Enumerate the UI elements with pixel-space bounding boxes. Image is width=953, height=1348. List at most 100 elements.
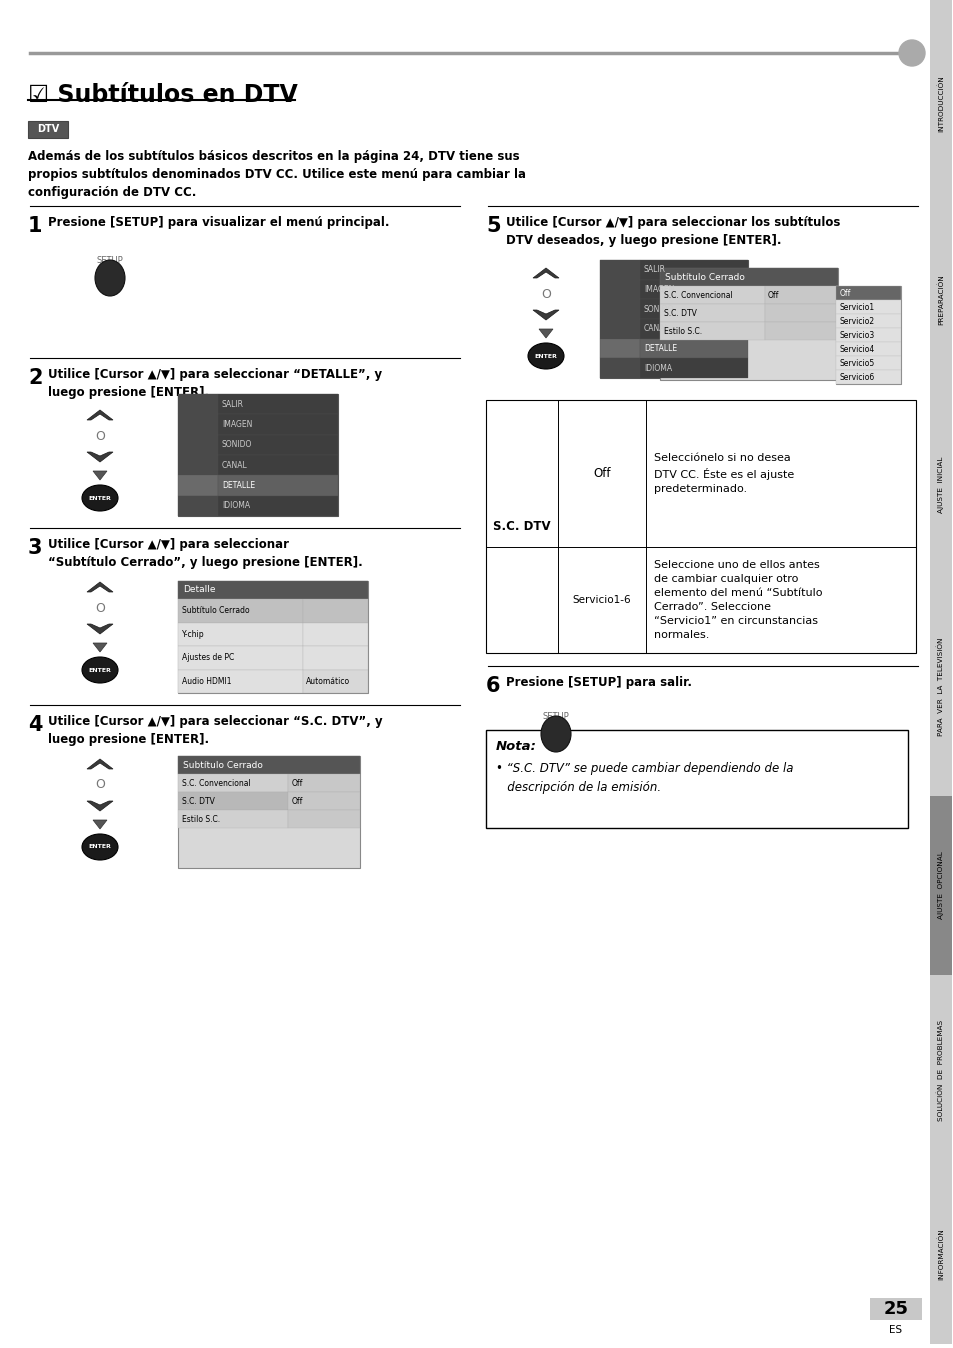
Text: Utilice [Cursor ▲/▼] para seleccionar
“Subtítulo Cerrado”, y luego presione [ENT: Utilice [Cursor ▲/▼] para seleccionar “S… xyxy=(48,538,362,569)
Text: 25: 25 xyxy=(882,1299,907,1318)
Bar xyxy=(929,577,951,797)
Text: 5: 5 xyxy=(485,216,500,236)
Bar xyxy=(178,646,303,670)
Text: AJUSTE  INICIAL: AJUSTE INICIAL xyxy=(937,457,943,512)
Bar xyxy=(178,394,218,414)
Polygon shape xyxy=(87,624,112,634)
Text: O: O xyxy=(95,779,105,791)
Bar xyxy=(835,286,900,301)
Text: O: O xyxy=(540,287,551,301)
Bar xyxy=(639,260,747,279)
Text: 6: 6 xyxy=(485,675,500,696)
Text: Servicio3: Servicio3 xyxy=(840,330,874,340)
Text: IDIOMA: IDIOMA xyxy=(643,364,672,372)
Text: SONIDO: SONIDO xyxy=(643,305,674,314)
Bar xyxy=(178,394,337,516)
Text: CANAL: CANAL xyxy=(222,461,248,469)
Ellipse shape xyxy=(82,485,118,511)
Polygon shape xyxy=(87,582,112,592)
Bar xyxy=(178,581,368,599)
Text: INTRODUCCIÓN: INTRODUCCIÓN xyxy=(937,75,943,132)
Text: 3: 3 xyxy=(28,538,43,558)
Ellipse shape xyxy=(82,656,118,683)
Bar xyxy=(599,299,639,319)
Bar xyxy=(835,328,900,342)
Text: Off: Off xyxy=(292,779,303,787)
Bar xyxy=(835,356,900,369)
Text: ☑ Subtítulos en DTV: ☑ Subtítulos en DTV xyxy=(28,84,297,106)
Bar xyxy=(835,301,900,314)
Bar xyxy=(929,0,951,208)
Text: SALIR: SALIR xyxy=(222,399,244,408)
Text: 1: 1 xyxy=(28,216,43,236)
Text: DTV: DTV xyxy=(37,124,59,135)
Polygon shape xyxy=(87,410,112,421)
Bar xyxy=(218,476,337,496)
Text: Off: Off xyxy=(767,291,779,299)
Text: S.C. DTV: S.C. DTV xyxy=(182,797,214,806)
Text: S.C. DTV: S.C. DTV xyxy=(663,309,696,318)
Text: S.C. Convencional: S.C. Convencional xyxy=(182,779,251,787)
Text: Ajustes de PC: Ajustes de PC xyxy=(182,654,234,662)
Bar xyxy=(599,338,639,359)
Bar xyxy=(929,975,951,1165)
Bar xyxy=(835,314,900,328)
Text: Utilice [Cursor ▲/▼] para seleccionar “DETALLE”, y
luego presione [ENTER].: Utilice [Cursor ▲/▼] para seleccionar “D… xyxy=(48,368,382,399)
Bar xyxy=(178,581,368,693)
Bar xyxy=(178,434,218,456)
Text: PARA  VER  LA  TELEVISIÓN: PARA VER LA TELEVISIÓN xyxy=(937,638,943,736)
Text: SETUP: SETUP xyxy=(542,712,569,721)
Bar xyxy=(288,810,359,828)
Bar xyxy=(178,623,303,646)
Bar xyxy=(178,756,359,774)
Bar xyxy=(835,286,900,384)
Text: Nota:: Nota: xyxy=(496,740,537,754)
Bar xyxy=(599,260,639,279)
Text: Off: Off xyxy=(840,288,850,298)
Text: Servicio1-6: Servicio1-6 xyxy=(572,594,631,605)
Text: DETALLE: DETALLE xyxy=(222,481,254,491)
Bar xyxy=(218,434,337,456)
Text: Servicio5: Servicio5 xyxy=(840,359,874,368)
Text: • “S.C. DTV” se puede cambiar dependiendo de la
   descripción de la emisión.: • “S.C. DTV” se puede cambiar dependiend… xyxy=(496,762,793,794)
Text: AJUSTE  OPCIONAL: AJUSTE OPCIONAL xyxy=(937,852,943,919)
Text: 4: 4 xyxy=(28,714,43,735)
Bar xyxy=(288,793,359,810)
Text: Utilice [Cursor ▲/▼] para seleccionar “S.C. DTV”, y
luego presione [ENTER].: Utilice [Cursor ▲/▼] para seleccionar “S… xyxy=(48,714,382,745)
Text: 2: 2 xyxy=(28,368,43,388)
Bar xyxy=(178,670,303,693)
Text: Además de los subtítulos básicos descritos en la página 24, DTV tiene sus
propio: Además de los subtítulos básicos descrit… xyxy=(28,150,525,200)
Text: Audio HDMI1: Audio HDMI1 xyxy=(182,677,232,686)
Bar xyxy=(659,268,837,380)
Bar xyxy=(599,359,639,377)
Text: Servicio2: Servicio2 xyxy=(840,317,874,325)
Bar xyxy=(599,260,747,377)
Bar xyxy=(485,400,915,652)
Text: ENTER: ENTER xyxy=(89,667,112,673)
Bar xyxy=(764,305,837,322)
Polygon shape xyxy=(92,470,107,480)
Bar xyxy=(659,322,764,340)
Polygon shape xyxy=(92,643,107,652)
Text: Subtítulo Cerrado: Subtítulo Cerrado xyxy=(664,272,744,282)
Polygon shape xyxy=(538,329,553,338)
Text: Estilo S.C.: Estilo S.C. xyxy=(663,326,701,336)
Ellipse shape xyxy=(82,834,118,860)
Bar xyxy=(639,359,747,377)
Bar xyxy=(28,121,68,137)
Ellipse shape xyxy=(540,716,571,752)
Bar xyxy=(929,1165,951,1344)
Bar xyxy=(178,496,218,516)
Bar xyxy=(178,599,303,623)
Bar xyxy=(929,208,951,392)
Text: Off: Off xyxy=(292,797,303,806)
Text: IMAGEN: IMAGEN xyxy=(643,284,674,294)
Polygon shape xyxy=(87,801,112,811)
Text: Off: Off xyxy=(593,466,610,480)
Text: Servicio1: Servicio1 xyxy=(840,302,874,311)
Bar xyxy=(178,810,288,828)
Text: S.C. DTV: S.C. DTV xyxy=(493,520,550,532)
Polygon shape xyxy=(533,268,558,278)
Text: SALIR: SALIR xyxy=(643,266,665,275)
Bar xyxy=(303,599,368,623)
